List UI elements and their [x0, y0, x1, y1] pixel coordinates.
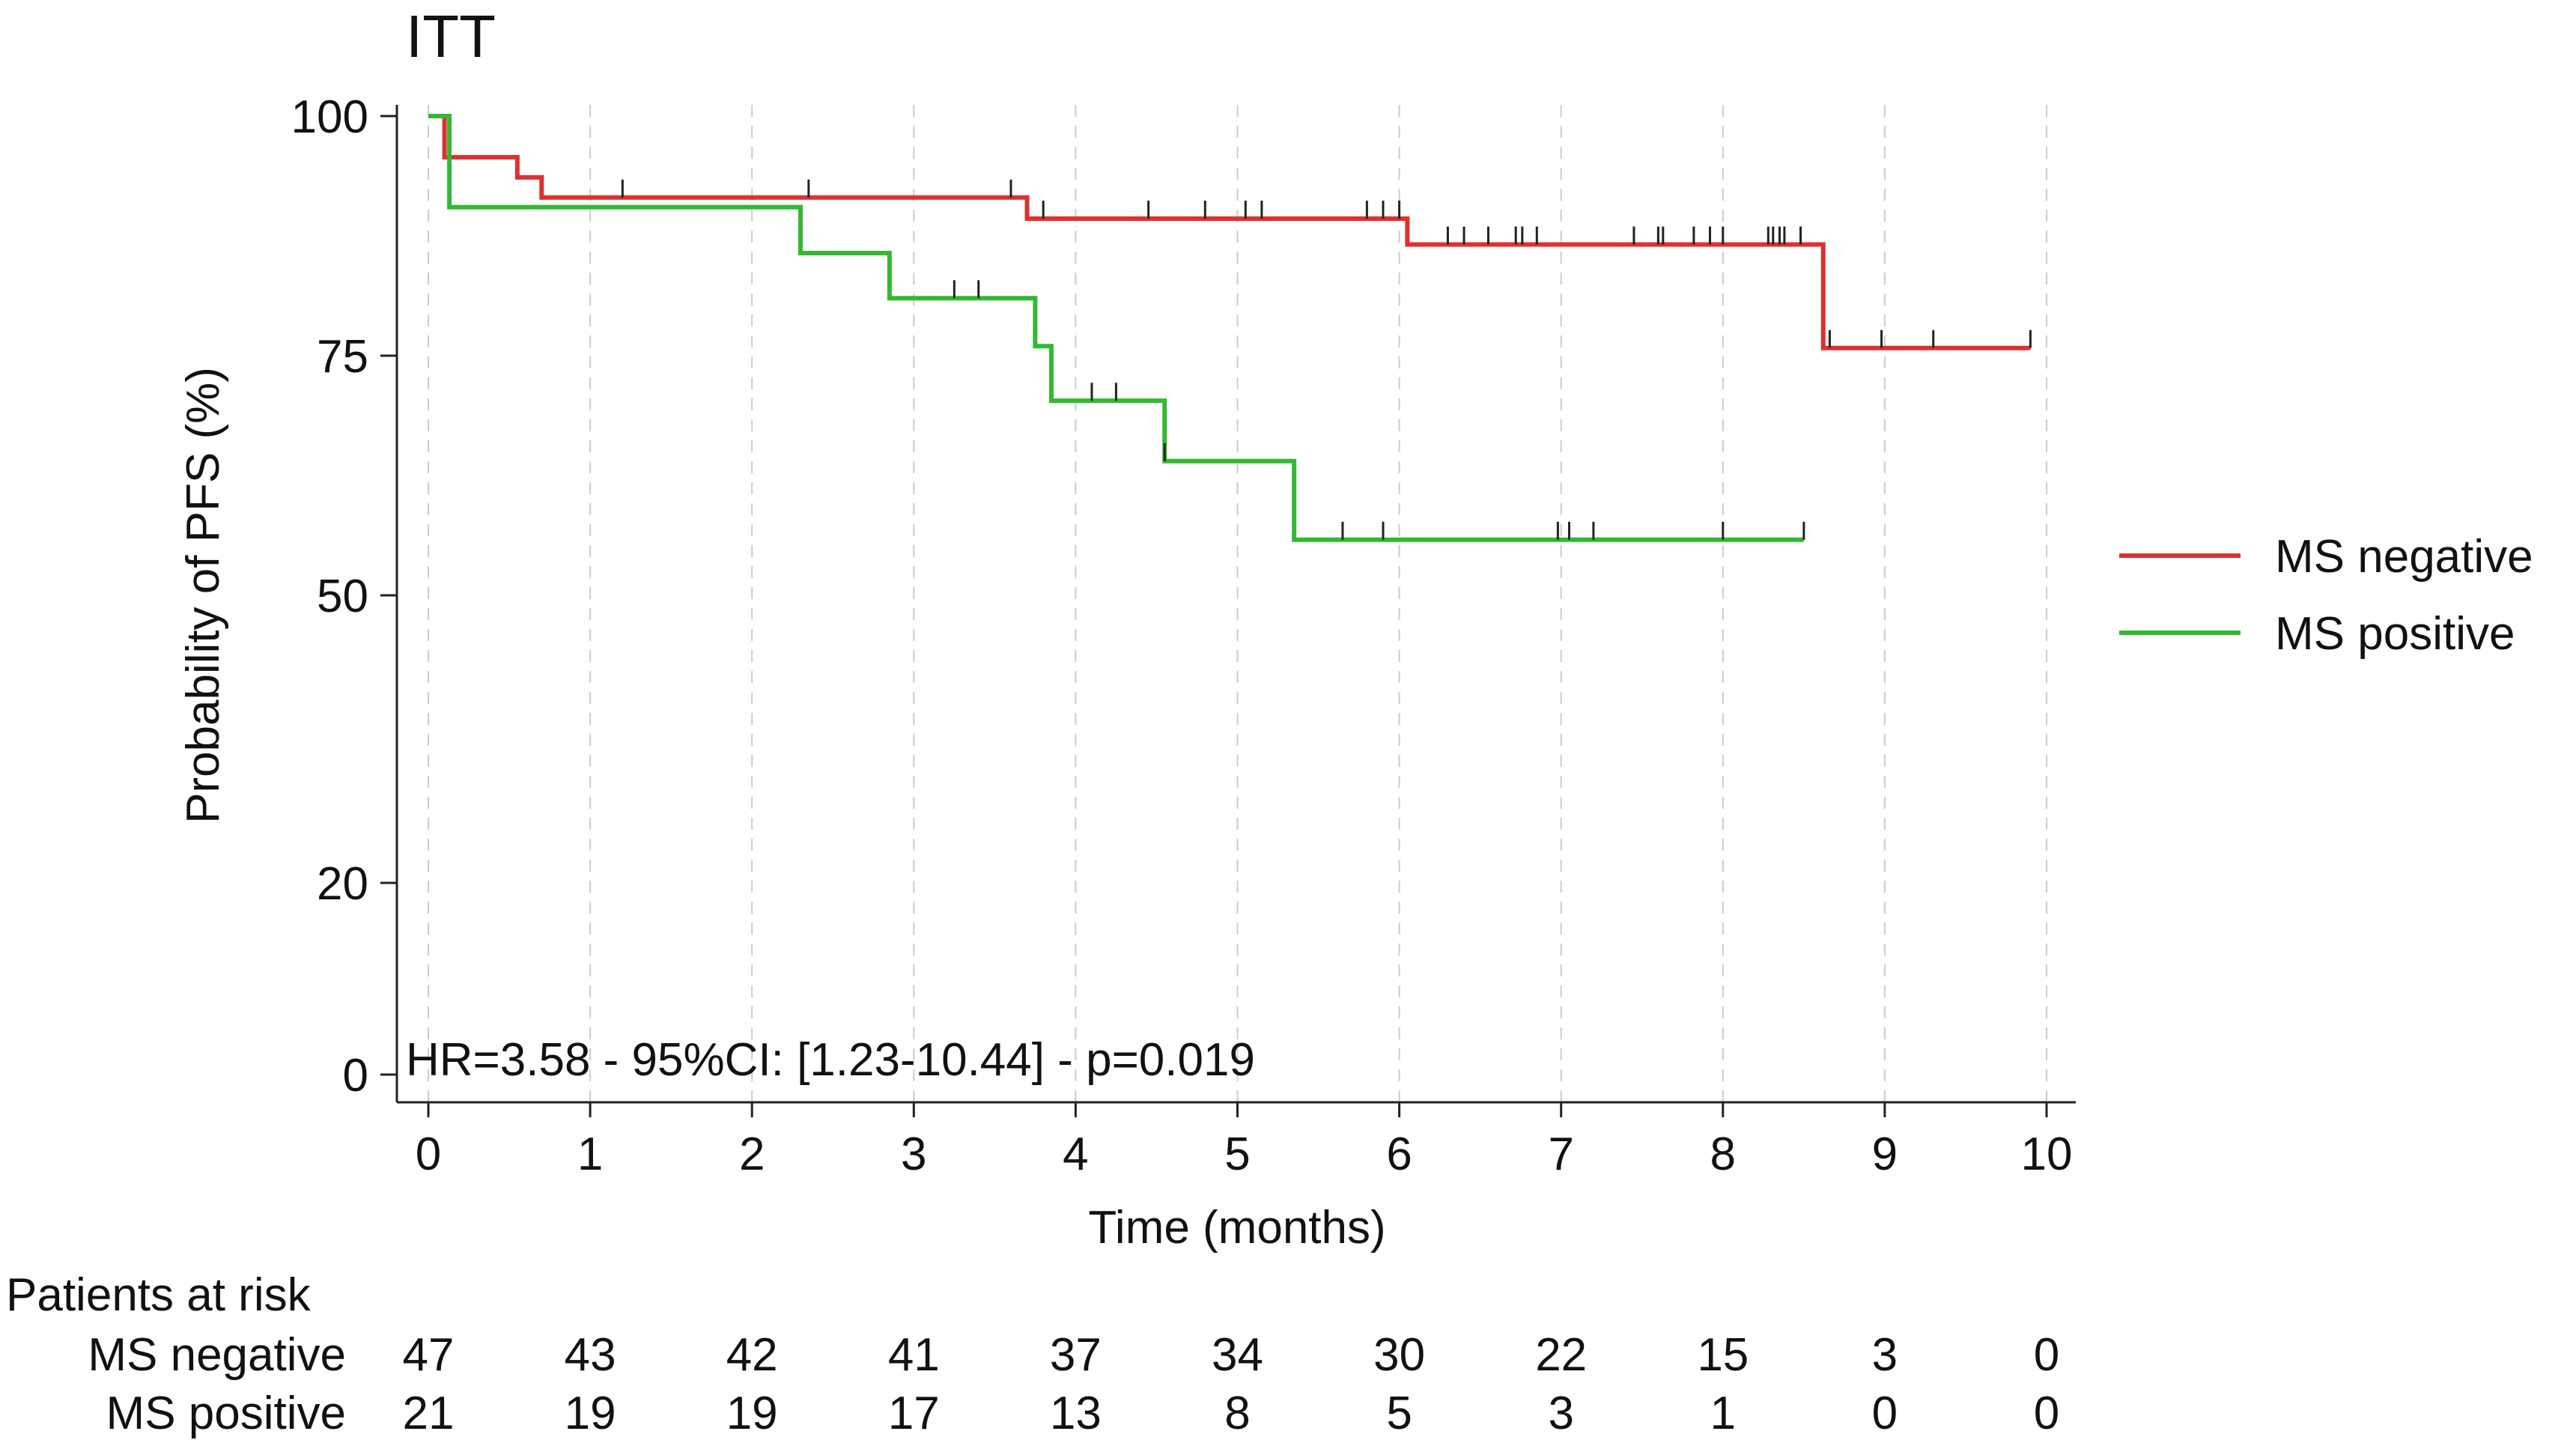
curve-ms-negative: [428, 114, 2031, 350]
risk-value-ms-negative: 3: [1872, 1329, 1898, 1381]
y-tick-label-75: 75: [317, 331, 368, 383]
risk-value-ms-negative: 30: [1373, 1329, 1425, 1381]
risk-value-ms-positive: 21: [403, 1388, 455, 1439]
risk-value-ms-negative: 15: [1697, 1329, 1749, 1381]
risk-value-ms-negative: 41: [888, 1329, 940, 1381]
risk-value-ms-positive: 0: [2034, 1388, 2059, 1439]
legend-label-ms-negative: MS negative: [2275, 531, 2533, 583]
y-ticks: 0 20 50 75 100: [291, 91, 397, 1102]
x-tick-label-6: 6: [1386, 1128, 1412, 1180]
x-tick-label-3: 3: [901, 1128, 926, 1180]
curve-ms-positive: [428, 114, 1804, 542]
risk-value-ms-negative: 47: [403, 1329, 455, 1381]
y-tick-label-20: 20: [317, 858, 368, 910]
x-tick-label-1: 1: [577, 1128, 603, 1180]
legend-item-ms-negative: MS negative: [2119, 531, 2533, 583]
risk-value-ms-negative: 43: [565, 1329, 616, 1381]
risk-value-ms-negative: 0: [2034, 1329, 2059, 1381]
risk-value-ms-negative: 22: [1535, 1329, 1587, 1381]
risk-row-label-ms-positive: MS positive: [106, 1388, 346, 1439]
x-ticks: 0 1 2 3 4 5 6 7 8 9 10: [416, 1102, 2073, 1180]
legend: MS negative MS positive: [2119, 531, 2533, 660]
x-tick-label-0: 0: [416, 1128, 441, 1180]
risk-value-ms-positive: 13: [1050, 1388, 1102, 1439]
risk-value-ms-negative: 42: [726, 1329, 778, 1381]
risk-value-ms-positive: 5: [1386, 1388, 1412, 1439]
x-tick-label-8: 8: [1710, 1128, 1736, 1180]
x-tick-label-5: 5: [1224, 1128, 1250, 1180]
survival-curves: [428, 114, 2032, 542]
x-tick-label-10: 10: [2021, 1128, 2073, 1180]
hazard-ratio-annotation: HR=3.58 - 95%CI: [1.23-10.44] - p=0.019: [406, 1034, 1255, 1086]
risk-value-ms-positive: 0: [1872, 1388, 1898, 1439]
risk-value-ms-positive: 3: [1548, 1388, 1573, 1439]
gridlines: [428, 105, 2047, 1102]
chart-title: ITT: [406, 3, 496, 70]
risk-table: Patients at risk MS negative MS positive…: [6, 1269, 2059, 1439]
legend-item-ms-positive: MS positive: [2119, 608, 2515, 660]
x-tick-label-7: 7: [1548, 1128, 1573, 1180]
risk-value-ms-positive: 1: [1710, 1388, 1736, 1439]
x-tick-label-2: 2: [739, 1128, 765, 1180]
risk-value-ms-positive: 19: [565, 1388, 616, 1439]
risk-value-ms-negative: 34: [1212, 1329, 1263, 1381]
risk-values: 47 43 42 41 37 34 30 22 15 3 021 19 19 17 13 8 5 3 1 0 0: [403, 1329, 2060, 1439]
risk-value-ms-positive: 8: [1224, 1388, 1250, 1439]
y-axis-label: Probability of PFS (%): [177, 367, 229, 824]
risk-value-ms-positive: 17: [888, 1388, 940, 1439]
risk-value-ms-positive: 19: [726, 1388, 778, 1439]
x-axis-label: Time (months): [1088, 1202, 1385, 1254]
legend-label-ms-positive: MS positive: [2275, 608, 2515, 660]
y-tick-label-100: 100: [291, 91, 368, 143]
risk-value-ms-negative: 37: [1050, 1329, 1102, 1381]
y-tick-label-50: 50: [317, 571, 368, 622]
x-tick-label-4: 4: [1063, 1128, 1088, 1180]
risk-table-title: Patients at risk: [6, 1269, 312, 1321]
y-tick-label-0: 0: [343, 1050, 368, 1102]
risk-row-label-ms-negative: MS negative: [88, 1329, 346, 1381]
x-tick-label-9: 9: [1872, 1128, 1898, 1180]
